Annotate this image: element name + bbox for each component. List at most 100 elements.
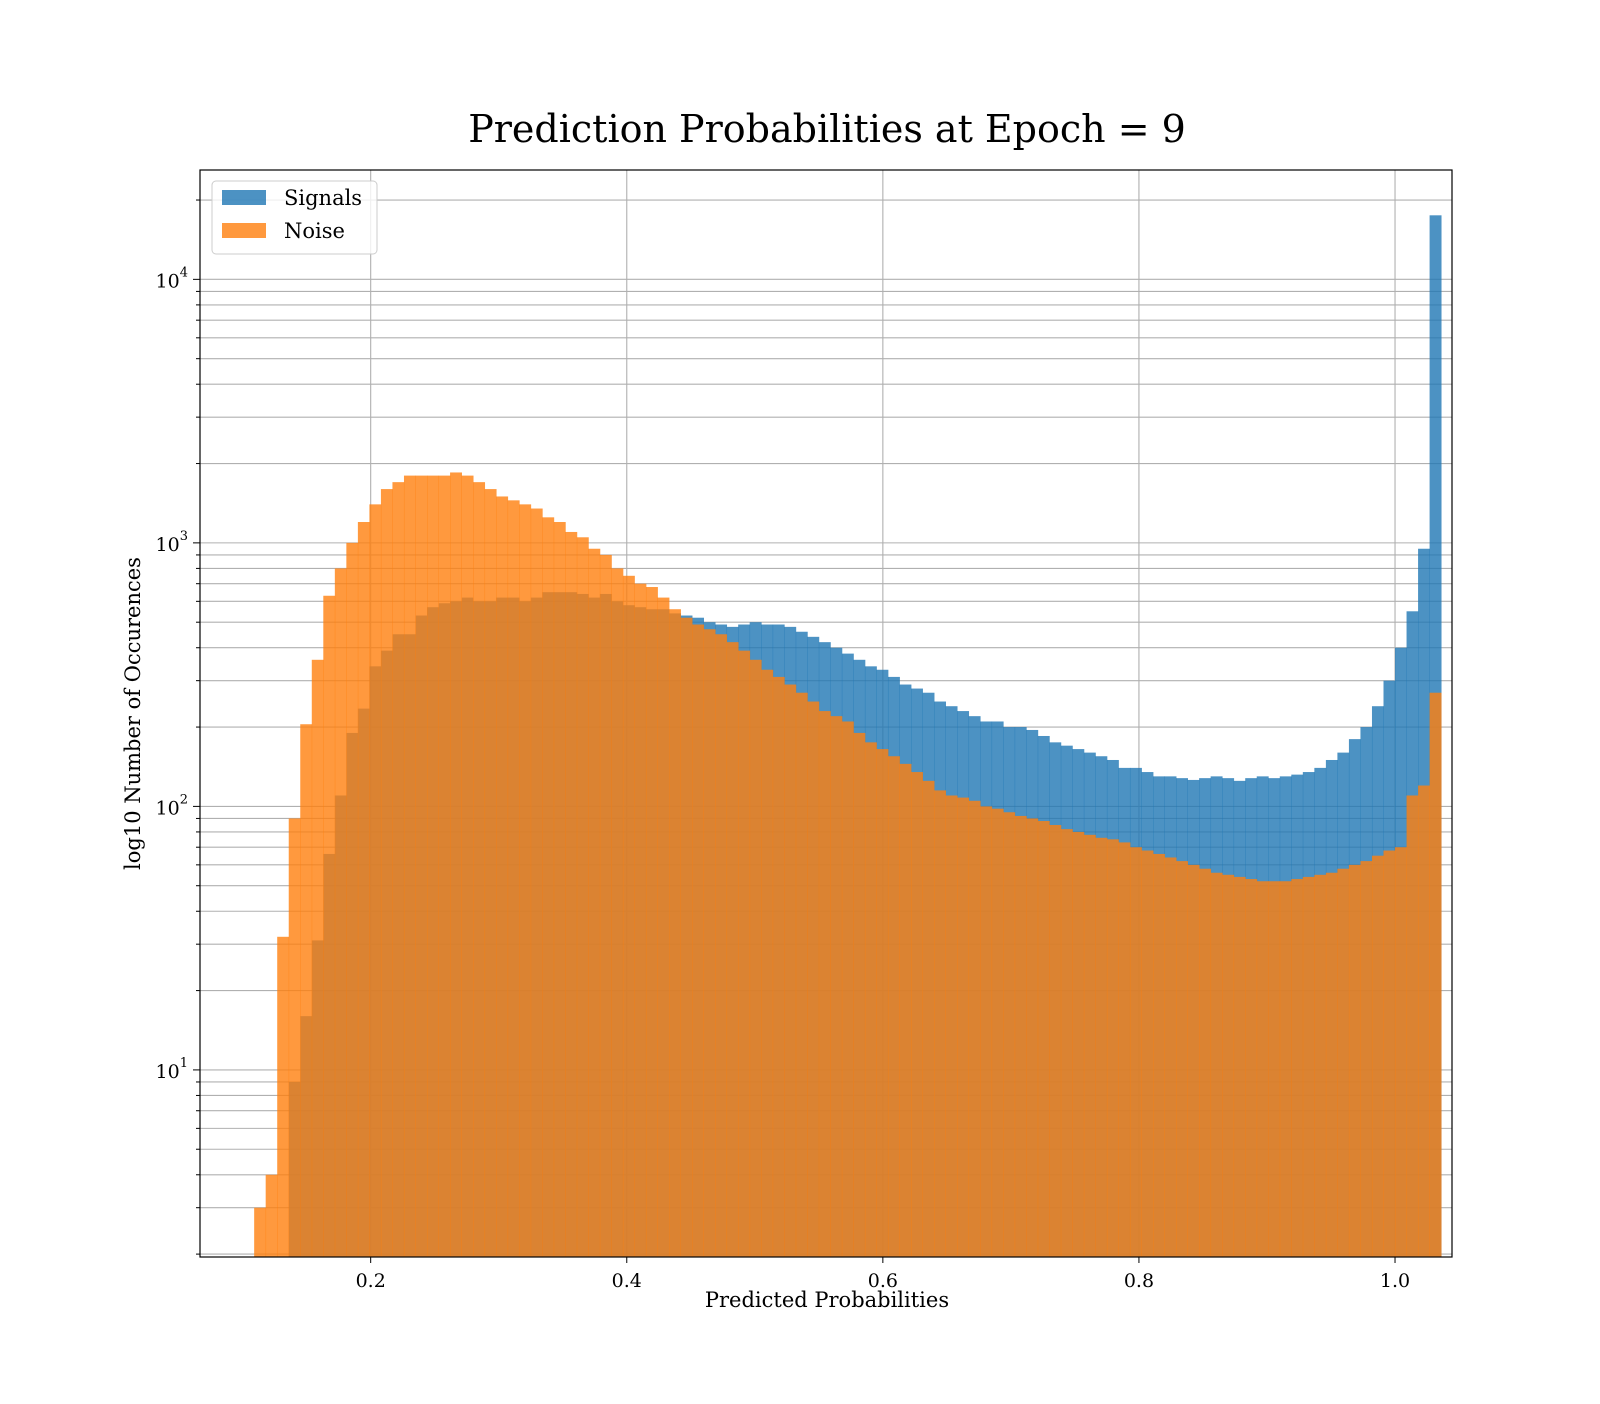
histogram-bar <box>1129 847 1142 1257</box>
histogram-bar <box>934 790 946 1257</box>
histogram-bar <box>669 609 681 1257</box>
histogram-bar <box>450 472 462 1257</box>
x-tick-label: 0.4 <box>612 1270 642 1292</box>
histogram-bar <box>864 742 877 1257</box>
histogram-bar <box>853 732 866 1257</box>
histogram-bar <box>1026 818 1039 1257</box>
histogram-bar <box>484 489 497 1257</box>
histogram-bar <box>254 1207 267 1257</box>
y-axis-label: log10 Number of Occurences <box>121 557 145 870</box>
histogram-bar <box>542 517 555 1257</box>
histogram-bar <box>991 808 1004 1257</box>
x-tick-label: 0.8 <box>1124 1270 1154 1292</box>
histogram-bar <box>1233 876 1246 1257</box>
histogram-bar <box>1337 868 1350 1257</box>
histogram-bar <box>715 634 728 1257</box>
histogram-bar <box>1176 861 1188 1257</box>
histogram-bar <box>830 716 843 1257</box>
histogram-bar <box>980 806 993 1257</box>
histogram-bar <box>1014 815 1027 1257</box>
histogram-bar <box>300 724 313 1257</box>
histogram-bar <box>553 522 566 1257</box>
histogram-bar <box>369 504 382 1257</box>
histogram-bar <box>807 701 820 1257</box>
histogram-bar <box>1153 853 1165 1257</box>
histogram-bar <box>841 721 854 1257</box>
histogram-bar <box>1095 837 1108 1257</box>
legend-swatch-signals <box>222 190 266 205</box>
histogram-bar <box>703 629 716 1257</box>
histogram-bar <box>784 684 797 1257</box>
histogram-bar <box>887 756 900 1257</box>
histogram-bar <box>795 692 808 1257</box>
histogram-bar <box>1187 864 1200 1257</box>
histogram-bar <box>599 554 612 1257</box>
axes-frame <box>199 169 1453 1258</box>
histogram-bar <box>1072 831 1085 1257</box>
histogram-bar <box>1279 881 1292 1257</box>
histogram-bar <box>473 482 486 1257</box>
histogram-bar <box>288 818 301 1257</box>
histogram-bar <box>323 595 336 1257</box>
histogram-bar <box>565 531 578 1257</box>
chart-title: Prediction Probabilities at Epoch = 9 <box>468 107 1186 151</box>
histogram-bar <box>427 475 439 1257</box>
histogram-bar <box>519 504 532 1257</box>
histogram-bar <box>945 795 958 1257</box>
histogram-bar <box>1418 785 1430 1257</box>
histogram-bar <box>576 537 589 1257</box>
histogram-bar <box>738 650 751 1257</box>
histogram-bar <box>1302 876 1315 1257</box>
histogram-bar <box>1083 834 1096 1257</box>
histogram-bar <box>1256 881 1269 1257</box>
histogram-bar <box>277 936 290 1257</box>
histogram-bar <box>1360 861 1373 1257</box>
histogram-bar <box>1383 850 1396 1257</box>
histogram-bar <box>622 575 635 1257</box>
histogram-bars <box>254 215 1442 1258</box>
histogram-bar <box>1291 879 1304 1257</box>
histogram-bar <box>461 475 474 1257</box>
histogram-bar <box>1395 847 1407 1257</box>
histogram-bar <box>1210 872 1223 1257</box>
histogram-bar <box>749 659 762 1257</box>
series-noise <box>254 472 1442 1258</box>
histogram-bar <box>1164 857 1177 1257</box>
histogram-bar <box>1268 881 1281 1257</box>
x-tick-label: 0.2 <box>356 1270 386 1292</box>
histogram-bar <box>1060 829 1073 1257</box>
histogram-bar <box>438 475 451 1257</box>
histogram-bar <box>1199 868 1212 1257</box>
histogram-bar <box>1245 879 1258 1257</box>
histogram-bar <box>772 676 785 1257</box>
legend-swatch-noise <box>222 223 266 238</box>
histogram-bar <box>899 763 912 1257</box>
x-tick-label: 1.0 <box>1380 1270 1410 1292</box>
histogram-bar <box>392 482 405 1257</box>
histogram-bar <box>968 800 981 1257</box>
histogram-bar <box>265 1174 278 1257</box>
histogram-bar <box>634 583 647 1257</box>
histogram-bar <box>334 568 347 1257</box>
histogram-bar <box>530 508 543 1258</box>
histogram-bar <box>1325 872 1338 1257</box>
histogram-bar <box>507 500 520 1258</box>
histogram-bar <box>1406 795 1419 1257</box>
histogram-bar <box>876 749 889 1257</box>
x-axis-label: Predicted Probabilities <box>705 1288 949 1312</box>
histogram-bar <box>588 548 601 1257</box>
histogram-bar <box>357 522 370 1257</box>
histogram-bar <box>1348 864 1361 1257</box>
histogram-bar <box>380 489 393 1257</box>
histogram-bar <box>726 642 739 1257</box>
legend-label-noise: Noise <box>284 219 345 243</box>
histogram-bar <box>1141 850 1154 1257</box>
histogram-bar <box>761 669 774 1257</box>
histogram-bar <box>1106 839 1119 1257</box>
histogram-bar <box>1118 842 1131 1257</box>
histogram-bar <box>922 780 935 1257</box>
